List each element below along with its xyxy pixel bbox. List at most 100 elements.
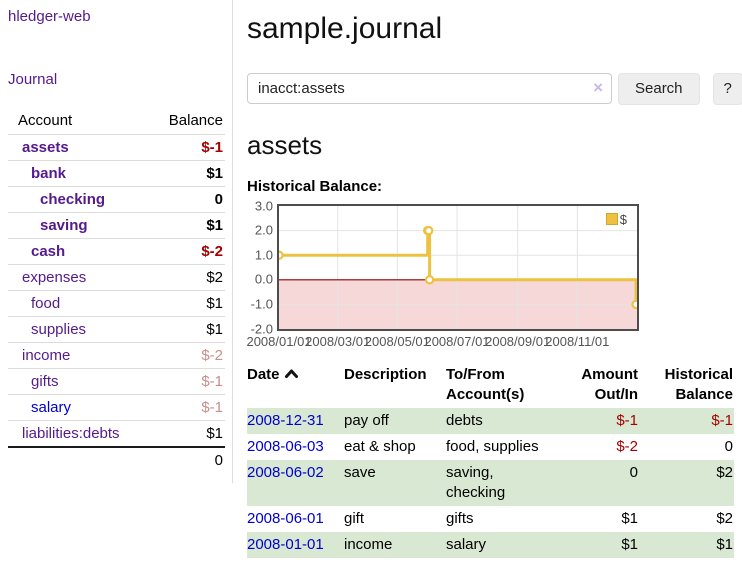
account-balance: $1 (152, 212, 225, 239)
register-accounts-cell: saving, checking (446, 463, 506, 501)
register-date-link[interactable]: 2008-06-01 (247, 509, 324, 527)
y-axis-label: -1.0 (250, 296, 273, 312)
date-column-header[interactable]: Date (247, 363, 344, 408)
register-amount-cell: $-1 (616, 411, 638, 429)
account-row: bank $1 (8, 160, 225, 187)
sidebar-account-link[interactable]: gifts (31, 373, 59, 390)
account-balance: $-1 (152, 134, 225, 161)
account-balance: $-1 (152, 368, 225, 395)
x-axis-label: 2008/11/01 (545, 333, 610, 349)
account-row: assets $-1 (8, 134, 225, 161)
register-amount-cell: $-2 (616, 437, 638, 455)
register-accounts-cell: gifts (446, 509, 474, 527)
account-row: salary $-1 (8, 394, 225, 421)
register-accounts-cell: food, supplies (446, 437, 539, 455)
register-description-cell: pay off (344, 411, 389, 429)
register-description-cell: gift (344, 509, 365, 527)
sidebar-account-link[interactable]: checking (40, 191, 106, 208)
register-date-link[interactable]: 2008-01-01 (247, 535, 324, 553)
register-amount-cell: $1 (621, 509, 638, 527)
sidebar-account-link[interactable]: bank (31, 165, 67, 182)
register-accounts-cell: debts (446, 411, 483, 429)
account-balance: $-2 (152, 342, 225, 369)
sidebar-account-link[interactable]: cash (31, 243, 66, 260)
register-balance-cell: $2 (716, 463, 733, 481)
account-name-cell: bank (8, 160, 153, 187)
account-row: liabilities:debts $1 (8, 420, 225, 447)
sidebar-account-link[interactable]: food (31, 295, 61, 312)
account-name-cell: saving (8, 212, 153, 239)
register-accounts-cell: salary (446, 535, 487, 553)
account-balance: $-2 (152, 238, 225, 265)
account-heading: assets (247, 129, 323, 160)
main-content: sample.journal × Search ? assets Histori… (233, 0, 742, 558)
help-button[interactable]: ? (712, 72, 742, 105)
date-header-label: Date (247, 365, 280, 383)
sidebar-account-link[interactable]: liabilities:debts (22, 425, 120, 442)
sidebar-account-link[interactable]: saving (40, 217, 88, 234)
register-header-row: Date Description To/From Account(s) Amou… (247, 363, 734, 408)
x-axis-label: 2008/05/01 (364, 333, 430, 349)
account-row: food $1 (8, 290, 225, 317)
sidebar-account-link[interactable]: income (22, 347, 71, 364)
account-row: checking 0 (8, 186, 225, 213)
data-point (274, 250, 284, 260)
sidebar-item-journal[interactable]: Journal (8, 71, 58, 88)
register-balance-cell: $1 (716, 535, 733, 553)
brand-link[interactable]: hledger-web (8, 8, 91, 25)
chart-legend: $ (604, 210, 628, 228)
account-name-cell: expenses (8, 264, 153, 291)
account-row: expenses $2 (8, 264, 225, 291)
total-spacer (8, 446, 153, 473)
sidebar-account-link[interactable]: salary (31, 399, 72, 416)
account-row: supplies $1 (8, 316, 225, 343)
account-balance: $1 (152, 290, 225, 317)
account-name-cell: gifts (8, 368, 153, 395)
app-layout: hledger-web Journal Account Balance asse… (0, 0, 742, 558)
accounts-column-header: To/From Account(s) (446, 365, 525, 403)
chart-heading: Historical Balance: (247, 177, 383, 195)
account-balance: $1 (152, 420, 225, 447)
register-balance-cell: $2 (716, 509, 733, 527)
accounts-header-row: Account Balance (8, 108, 225, 135)
register-date-link[interactable]: 2008-06-03 (247, 437, 324, 455)
account-balance: $-1 (152, 394, 225, 421)
sidebar-account-link[interactable]: assets (22, 139, 69, 156)
register-description-cell: income (344, 535, 393, 553)
table-row: 2008-01-01 income salary $1 $1 (247, 531, 734, 558)
amount-column-header: Amount Out/In (581, 365, 638, 403)
register-amount-cell: $1 (621, 535, 638, 553)
search-box: × (247, 73, 612, 104)
legend-swatch-icon (605, 213, 618, 225)
account-row: income $-2 (8, 342, 225, 369)
account-balance: 0 (152, 186, 225, 213)
balance-column-header-register: Historical Balance (664, 365, 733, 403)
y-axis-label: 2.0 (254, 222, 273, 238)
register-description-cell: save (344, 463, 376, 481)
search-button[interactable]: Search (618, 72, 700, 105)
register-date-cell: 2008-01-01 (247, 532, 344, 558)
sidebar-account-link[interactable]: expenses (22, 269, 87, 286)
x-axis-label: 2008/01/01 (246, 333, 312, 349)
register-date-link[interactable]: 2008-12-31 (247, 411, 324, 429)
account-name-cell: assets (8, 134, 153, 161)
account-name-cell: salary (8, 394, 153, 421)
sidebar: hledger-web Journal Account Balance asse… (0, 0, 233, 483)
register-balance-cell: 0 (724, 437, 733, 455)
register-date-link[interactable]: 2008-06-02 (247, 463, 324, 481)
page-title: sample.journal (247, 12, 443, 45)
account-name-cell: income (8, 342, 153, 369)
historical-balance-chart: 3.0 2.0 1.0 0.0 -1.0 -2.0 $ 2008/01/01 2008/03… (246, 198, 742, 351)
accounts-balance-table: Account Balance assets $-1 bank $1 checking 0… (8, 108, 225, 473)
register-description-cell: eat & shop (344, 437, 416, 455)
y-axis-labels: 3.0 2.0 1.0 0.0 -1.0 -2.0 (247, 198, 277, 336)
accounts-total-row: 0 (8, 446, 225, 473)
clear-search-icon[interactable]: × (593, 78, 603, 97)
account-name-cell: checking (8, 186, 153, 213)
search-input[interactable] (247, 73, 612, 104)
balance-column-header: Balance (168, 112, 223, 129)
account-name-cell: cash (8, 238, 153, 265)
sidebar-account-link[interactable]: supplies (31, 321, 87, 338)
table-row: 2008-06-01 gift gifts $1 $2 (247, 506, 734, 532)
chart-plot-area: $ (274, 203, 641, 331)
